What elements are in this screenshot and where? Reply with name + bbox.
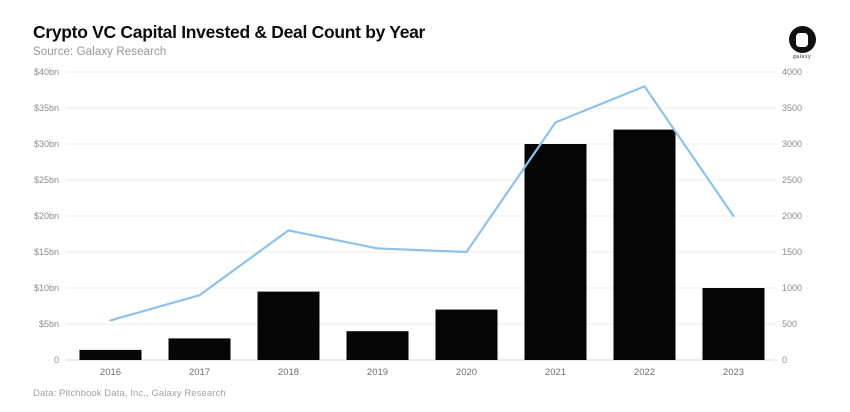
x-axis-label-2018: 2018 bbox=[278, 367, 299, 378]
bar-2022 bbox=[613, 129, 676, 360]
left-axis-tick-label: $25bn bbox=[34, 175, 59, 185]
bar-2018 bbox=[257, 291, 320, 360]
right-axis-tick-label: 1000 bbox=[782, 283, 802, 293]
bar-2016 bbox=[79, 349, 142, 360]
galaxy-logo: galaxy bbox=[783, 26, 821, 60]
right-axis-tick-label: 1500 bbox=[782, 247, 802, 257]
bar-2021 bbox=[524, 144, 587, 360]
galaxy-logo-square bbox=[796, 32, 808, 47]
x-axis-label-2017: 2017 bbox=[189, 367, 210, 378]
left-axis-tick-label: $5bn bbox=[39, 319, 59, 329]
right-axis-tick-label: 500 bbox=[782, 319, 797, 329]
left-axis-tick-label: $20bn bbox=[34, 211, 59, 221]
right-axis-tick-label: 4000 bbox=[782, 67, 802, 77]
left-axis-tick-label: $40bn bbox=[34, 67, 59, 77]
x-axis-label-2020: 2020 bbox=[456, 367, 477, 378]
galaxy-logo-icon bbox=[788, 26, 816, 53]
left-axis-tick-label: $30bn bbox=[34, 139, 59, 149]
bar-2020 bbox=[435, 309, 498, 360]
page-title: Crypto VC Capital Invested & Deal Count … bbox=[33, 22, 426, 42]
bar-2023 bbox=[702, 288, 765, 360]
x-axis-label-2016: 2016 bbox=[100, 367, 121, 378]
source-subtitle: Source: Galaxy Research bbox=[33, 46, 167, 58]
right-axis-tick-label: 3000 bbox=[782, 139, 802, 149]
right-axis-tick-label: 0 bbox=[782, 355, 787, 365]
left-axis-tick-label: $10bn bbox=[34, 283, 59, 293]
bar-2019 bbox=[346, 331, 409, 360]
right-axis-tick-label: 2500 bbox=[782, 175, 802, 185]
bar-2017 bbox=[168, 338, 231, 360]
x-axis-label-2019: 2019 bbox=[367, 367, 388, 378]
x-axis-label-2023: 2023 bbox=[723, 367, 744, 378]
deal-count-line bbox=[109, 85, 735, 322]
left-axis-tick-label: $35bn bbox=[34, 103, 59, 113]
x-axis-label-2022: 2022 bbox=[634, 367, 655, 378]
x-axis-label-2021: 2021 bbox=[545, 367, 566, 378]
right-axis-tick-label: 2000 bbox=[782, 211, 802, 221]
data-attribution: Data: Pitchbook Data, Inc., Galaxy Resea… bbox=[33, 388, 226, 399]
left-axis-tick-label: $15bn bbox=[34, 247, 59, 257]
galaxy-logo-label: galaxy bbox=[792, 54, 812, 60]
right-axis-tick-label: 3500 bbox=[782, 103, 802, 113]
left-axis-tick-label: 0 bbox=[54, 355, 59, 365]
